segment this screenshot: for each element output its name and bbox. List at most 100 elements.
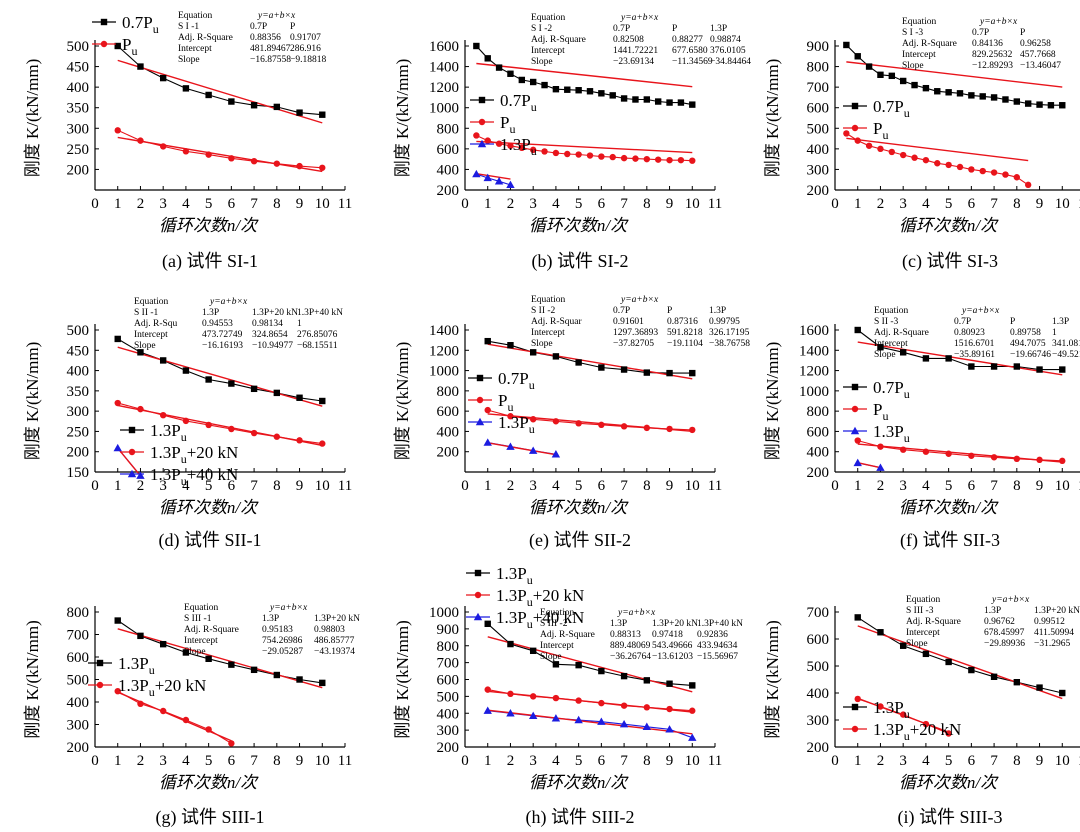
circle-marker [644,156,650,162]
legend-subscript: u [904,106,910,120]
table-header-cell: y=a+b×x [257,11,296,21]
circle-marker [689,157,695,163]
table-cell: −29.89936 [984,639,1025,649]
chart-caption: (i) 试件 SIII-3 [898,807,1003,828]
legend-name: 1.3P [873,422,904,441]
circle-marker [968,453,974,459]
x-tick-label: 0 [831,753,839,769]
circle-marker [855,437,861,443]
chart-h: 0 1 2 3 4 5 6 7 8 9 10 1120030040050060070080090010… [393,564,743,828]
square-marker [968,92,974,98]
circle-marker [678,157,684,163]
x-axis-title: 循环次数n/次 [529,216,629,235]
circle-marker [183,717,189,723]
y-tick-label: 1200 [429,80,459,96]
legend-label: 1.3Pu [500,135,537,158]
square-marker [945,355,951,361]
x-tick-label: 11 [338,753,352,769]
x-tick-label: 3 [529,753,537,769]
x-tick-label: 10 [315,753,330,769]
x-tick-label: 8 [273,753,281,769]
table-cell: 1.3P [202,308,219,318]
x-tick-label: 10 [1055,753,1070,769]
table-cell: −9.18818 [290,55,326,65]
x-tick-label: 4 [922,478,930,494]
square-marker [852,103,858,109]
square-marker [251,667,257,673]
legend-label: Pu [498,391,513,414]
legend-subscript: u [527,573,533,587]
fit-line [118,692,232,741]
square-marker [519,77,525,83]
table-cell: Adj. R-Square [874,328,929,338]
circle-marker [137,701,143,707]
square-marker [900,78,906,84]
square-marker [507,342,513,348]
square-marker [923,85,929,91]
table-cell: −16.16193 [202,341,243,351]
circle-marker [129,449,135,455]
x-tick-label: 11 [338,196,352,212]
square-marker [945,89,951,95]
table-cell: −16.87558 [250,55,291,65]
y-tick-label: 400 [807,686,830,702]
square-marker [655,98,661,104]
circle-marker [598,422,604,428]
legend-name: 1.3P [873,698,904,717]
table-cell: 0.98874 [710,35,741,45]
table-cell: 0.98134 [252,319,283,329]
x-tick-label: 9 [296,196,304,212]
square-marker [228,380,234,386]
table-cell: 0.91707 [290,33,321,43]
y-tick-label: 1000 [429,101,459,117]
circle-marker [843,130,849,136]
table-cell: S II -3 [874,317,899,327]
legend: 1.3Pu1.3Pu+20 kN [88,654,206,699]
x-tick-label: 3 [159,753,167,769]
square-marker [485,55,491,61]
legend: 0.7PuPu1.3Pu [843,378,910,445]
table-cell: 1.3P+20 kN [652,619,698,629]
series-circle [115,688,235,747]
y-tick-label: 800 [807,60,830,76]
y-tick-label: 500 [437,689,460,705]
legend-subscript: u [904,431,910,445]
table-cell: S II -2 [531,306,556,316]
circle-marker [900,152,906,158]
series-circle [855,437,1066,464]
x-tick-label: 8 [273,196,281,212]
table-cell: 1.3P+40 kN [697,619,743,629]
table-cell: 1 [1052,328,1057,338]
square-marker [1014,679,1020,685]
table-cell: Adj. R-Square [531,35,586,45]
y-tick-label: 800 [437,639,460,655]
chart-caption: (d) 试件 SII-1 [159,530,262,551]
square-marker [530,79,536,85]
x-tick-label: 7 [990,196,998,212]
legend-suffix: +20 kN [533,586,585,605]
x-tick-label: 3 [899,196,907,212]
fit-line [858,444,1063,462]
series-triangle [484,707,697,741]
series-line [118,403,323,444]
legend-label: 1.3Pu [496,564,533,587]
square-marker [530,648,536,654]
y-tick-label: 200 [437,445,460,461]
circle-marker [923,449,929,455]
table-cell: 1.3P [710,24,727,34]
circle-marker [553,418,559,424]
square-marker [855,327,861,333]
table-cell: 0.97418 [652,630,683,640]
y-tick-label: 600 [437,142,460,158]
x-tick-label: 6 [968,478,976,494]
square-marker [115,336,121,342]
table-cell: 591.8218 [667,328,703,338]
circle-marker [473,132,479,138]
y-tick-label: 400 [807,142,830,158]
circle-marker [610,154,616,160]
y-tick-label: 250 [67,142,90,158]
y-tick-label: 200 [807,740,830,756]
x-tick-label: 6 [228,753,236,769]
square-marker [1025,100,1031,106]
table-cell: 457.7668 [1020,50,1056,60]
